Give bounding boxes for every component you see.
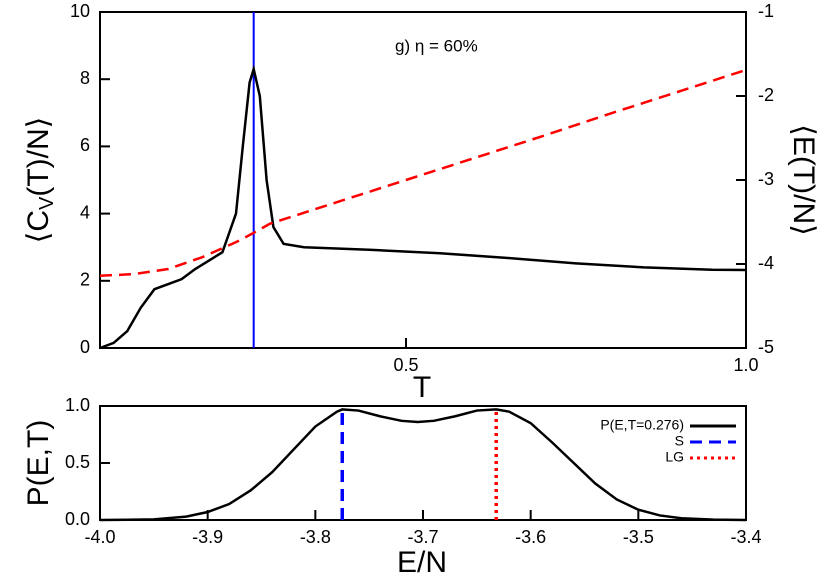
legend-label: S [675, 433, 684, 449]
x-tick-label: -3.4 [730, 527, 761, 547]
y-label-sub: V [36, 196, 58, 210]
y-tick-label: 6 [80, 135, 90, 155]
x-tick-label: -3.7 [407, 527, 438, 547]
y-axis-label: P(E,T) [22, 420, 55, 507]
x-tick-label: -3.6 [515, 527, 546, 547]
legend-label: P(E,T=0.276) [600, 417, 684, 433]
line [99, 64, 747, 350]
y-axis-label: ⟨CV(T)/N⟩ [22, 117, 58, 244]
annotation: g) η = 60% [395, 36, 478, 55]
line [99, 408, 747, 522]
y-tick-label: 0.0 [65, 509, 90, 529]
x-tick-label: 1.0 [733, 355, 758, 375]
y-tick-label: 0 [80, 337, 90, 357]
y2-tick-label: -2 [758, 85, 774, 105]
y-tick-label: 2 [80, 270, 90, 290]
y-tick-label: 8 [80, 68, 90, 88]
plot-frame [99, 11, 747, 349]
x-tick-label: -4.0 [84, 527, 115, 547]
legend-label: LG [665, 449, 684, 465]
x-axis-label: T [413, 371, 431, 404]
x-tick-label: -3.5 [623, 527, 654, 547]
y-tick-label: 10 [70, 1, 90, 21]
y-tick-label: 4 [80, 202, 90, 222]
line [99, 68, 747, 278]
y-label-rest: (T)/N⟩ [22, 117, 55, 197]
y2-axis-label: ⟨E(T)/N⟩ [787, 124, 820, 236]
y-tick-label: 1.0 [65, 395, 90, 415]
x-axis-label: E/N [397, 546, 447, 579]
y2-tick-label: -3 [758, 169, 774, 189]
y2-tick-label: -1 [758, 1, 774, 21]
y2-tick-label: -4 [758, 253, 774, 273]
y2-tick-label: -5 [758, 337, 774, 357]
x-tick-label: 0.5 [393, 355, 418, 375]
y-tick-label: 0.5 [65, 452, 90, 472]
x-tick-label: -3.8 [300, 527, 331, 547]
y-label-main: ⟨C [22, 210, 55, 243]
x-tick-label: -3.9 [192, 527, 223, 547]
